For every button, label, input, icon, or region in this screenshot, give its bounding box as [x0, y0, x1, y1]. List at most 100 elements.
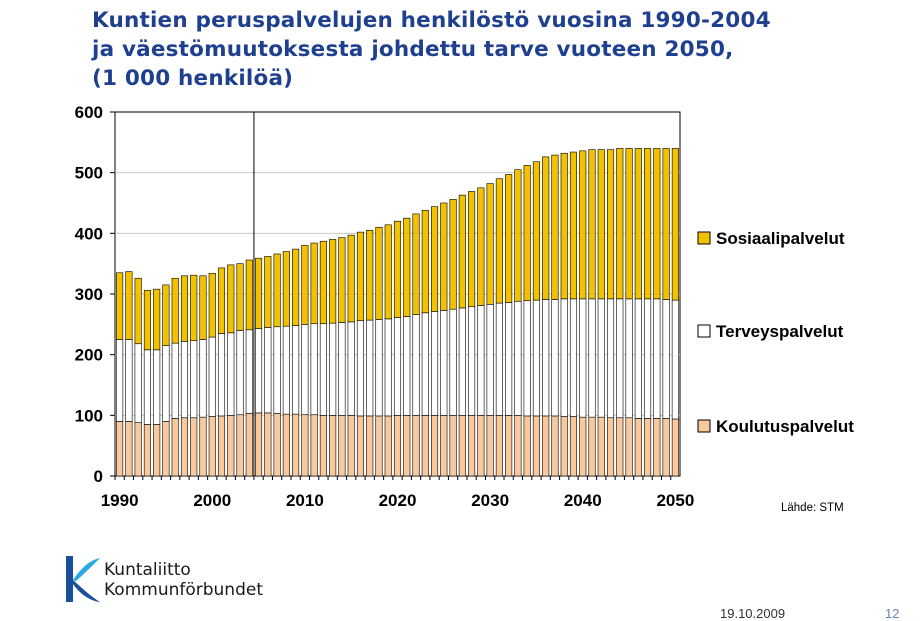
- bar-sosiaalipalvelut-2050: [671, 148, 679, 301]
- bar-terveyspalvelut-2029: [477, 305, 485, 416]
- bar-sosiaalipalvelut-1994: [153, 288, 161, 351]
- stacked-bar-chart: 0 100 200 300 400 500 600 1990 2000 2010 2020 2030…: [75, 103, 855, 510]
- bar-sosiaalipalvelut-2049: [662, 148, 670, 300]
- bar-terveyspalvelut-2015: [347, 321, 355, 416]
- bar-terveyspalvelut-2001: [217, 333, 226, 417]
- bar-terveyspalvelut-2002: [227, 332, 235, 416]
- bar-terveyspalvelut-2014: [338, 322, 346, 416]
- bar-koulutuspalvelut-2045: [625, 417, 633, 477]
- title-line-2: ja väestömuutoksesta johdettu tarve vuot…: [92, 37, 734, 62]
- bar-terveyspalvelut-2050: [671, 299, 679, 420]
- bar-koulutuspalvelut-2050: [671, 418, 679, 477]
- bar-sosiaalipalvelut-2022: [412, 213, 420, 315]
- bar-terveyspalvelut-2032: [505, 302, 513, 416]
- bar-terveyspalvelut-2046: [634, 298, 642, 419]
- x-axis: 1990 2000 2010 2020 2030 2040 2050: [101, 476, 694, 510]
- bar-terveyspalvelut-2004: [245, 329, 253, 414]
- bar-sosiaalipalvelut-2005: [255, 257, 263, 329]
- bar-terveyspalvelut-1994: [153, 349, 161, 425]
- bar-terveyspalvelut-2027: [458, 307, 466, 416]
- bar-terveyspalvelut-2037: [551, 299, 559, 417]
- bar-terveyspalvelut-2016: [356, 320, 364, 417]
- bar-terveyspalvelut-2048: [653, 298, 661, 419]
- bar-terveyspalvelut-2036: [542, 299, 550, 417]
- bar-sosiaalipalvelut-2033: [514, 169, 522, 302]
- bar-sosiaalipalvelut-2018: [375, 226, 383, 320]
- bar-terveyspalvelut-2017: [366, 319, 374, 417]
- bar-koulutuspalvelut-2035: [532, 415, 540, 477]
- bar-koulutuspalvelut-2046: [634, 418, 642, 477]
- bar-sosiaalipalvelut-2023: [421, 209, 429, 314]
- bar-sosiaalipalvelut-2039: [569, 151, 578, 300]
- bar-sosiaalipalvelut-2001: [217, 267, 226, 334]
- bar-terveyspalvelut-2022: [412, 314, 420, 416]
- bar-koulutuspalvelut-2019: [384, 415, 392, 477]
- bar-sosiaalipalvelut-2014: [338, 237, 346, 323]
- bar-terveyspalvelut-2019: [384, 318, 392, 417]
- legend: Sosiaalipalvelut Terveyspalvelut Koulutu…: [697, 229, 854, 436]
- bars: [116, 148, 679, 477]
- bar-sosiaalipalvelut-2030: [486, 183, 494, 305]
- bar-sosiaalipalvelut-2046: [634, 148, 642, 300]
- bar-koulutuspalvelut-1998: [190, 417, 198, 477]
- bar-sosiaalipalvelut-1990: [116, 272, 124, 340]
- bar-koulutuspalvelut-2021: [403, 415, 411, 477]
- bar-sosiaalipalvelut-2040: [579, 150, 587, 300]
- bar-terveyspalvelut-2000: [208, 336, 216, 417]
- bar-terveyspalvelut-2031: [495, 302, 503, 416]
- x-tick-label: 2010: [286, 491, 324, 510]
- bar-koulutuspalvelut-1993: [143, 424, 151, 477]
- bar-terveyspalvelut-2009: [292, 325, 300, 415]
- bar-terveyspalvelut-2011: [310, 323, 318, 416]
- bar-koulutuspalvelut-2001: [217, 415, 226, 477]
- legend-label-terveys: Terveyspalvelut: [716, 322, 844, 341]
- x-tick-label: 2030: [471, 491, 509, 510]
- title-line-1: Kuntien peruspalvelujen henkilöstö vuosi…: [92, 8, 771, 33]
- bar-koulutuspalvelut-1994: [153, 424, 161, 477]
- bar-sosiaalipalvelut-1992: [134, 277, 142, 345]
- y-tick-label: 500: [75, 164, 103, 183]
- bar-sosiaalipalvelut-2045: [625, 148, 633, 300]
- y-tick-label: 100: [75, 406, 103, 425]
- footer-date: 19.10.2009: [720, 606, 786, 621]
- x-tick-label: 2050: [656, 491, 694, 510]
- page-number: 12: [885, 606, 900, 621]
- bar-koulutuspalvelut-2011: [310, 414, 318, 477]
- bar-sosiaalipalvelut-2004: [245, 259, 253, 331]
- bar-koulutuspalvelut-2049: [662, 418, 670, 477]
- bar-terveyspalvelut-2042: [597, 298, 605, 418]
- bar-sosiaalipalvelut-2029: [477, 187, 485, 306]
- bar-koulutuspalvelut-2009: [292, 413, 300, 477]
- bar-sosiaalipalvelut-2028: [468, 191, 476, 308]
- title-line-3: (1 000 henkilöä): [92, 66, 294, 91]
- bar-koulutuspalvelut-2033: [514, 415, 522, 477]
- bar-terveyspalvelut-2044: [616, 298, 624, 419]
- bar-sosiaalipalvelut-2034: [523, 165, 531, 301]
- bar-sosiaalipalvelut-1991: [125, 271, 133, 340]
- bar-koulutuspalvelut-2010: [301, 414, 309, 477]
- logo-text-sv: Kommunförbundet: [104, 580, 264, 600]
- bar-koulutuspalvelut-2028: [468, 415, 476, 477]
- bar-sosiaalipalvelut-2006: [264, 256, 272, 328]
- bar-koulutuspalvelut-2007: [273, 413, 281, 477]
- bar-sosiaalipalvelut-1993: [143, 290, 151, 351]
- bar-koulutuspalvelut-2029: [477, 415, 485, 477]
- bar-koulutuspalvelut-2044: [616, 417, 624, 477]
- bar-koulutuspalvelut-2036: [542, 415, 550, 477]
- y-tick-label: 200: [75, 346, 103, 365]
- bar-sosiaalipalvelut-2042: [597, 149, 605, 300]
- bar-sosiaalipalvelut-2032: [505, 174, 513, 303]
- y-axis: 0 100 200 300 400 500 600: [75, 103, 115, 486]
- bar-sosiaalipalvelut-1999: [199, 275, 207, 340]
- bar-sosiaalipalvelut-2047: [644, 148, 652, 300]
- bar-sosiaalipalvelut-2002: [227, 264, 235, 334]
- bar-terveyspalvelut-2026: [449, 308, 457, 416]
- bar-sosiaalipalvelut-1998: [190, 274, 198, 342]
- bar-koulutuspalvelut-2030: [486, 415, 494, 477]
- bar-koulutuspalvelut-2003: [236, 414, 244, 477]
- bar-koulutuspalvelut-2042: [597, 416, 605, 477]
- bar-sosiaalipalvelut-1995: [162, 284, 170, 346]
- bar-terveyspalvelut-1992: [134, 343, 142, 423]
- bar-terveyspalvelut-2039: [569, 298, 578, 417]
- bar-sosiaalipalvelut-2019: [384, 224, 392, 320]
